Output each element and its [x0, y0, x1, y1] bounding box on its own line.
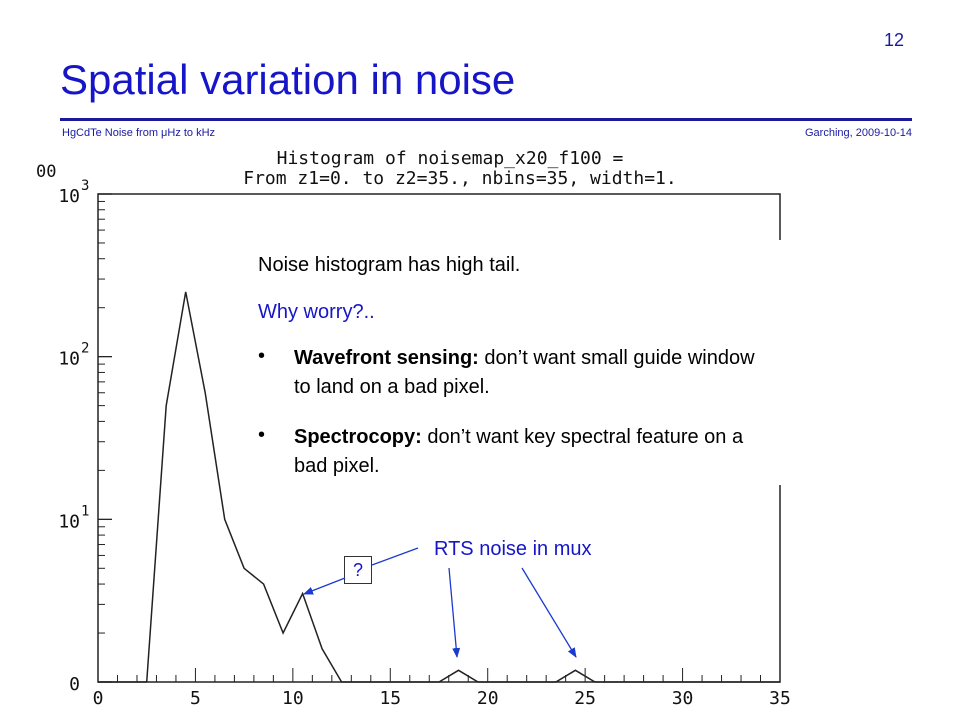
bullet-1-bold: Wavefront sensing: — [294, 347, 479, 369]
y-tick-label: 10 — [58, 511, 80, 532]
x-tick-label: 35 — [769, 688, 791, 709]
x-tick-label: 10 — [282, 688, 304, 709]
rts-annotation: RTS noise in mux — [434, 538, 592, 560]
y-tick-label: 10 — [58, 349, 80, 370]
bullet-1-text: don’t want small guide window — [478, 347, 755, 369]
bullet-2-text: don’t want key spectral feature on a — [421, 426, 744, 448]
bullet-1: Wavefront sensing: don’t want small guid… — [294, 347, 755, 370]
title-rule — [60, 118, 912, 121]
bullet-2: Spectrocopy: don’t want key spectral fea… — [294, 426, 743, 449]
bullet-2-bold: Spectrocopy: — [294, 426, 422, 448]
note-line-2: Why worry?.. — [258, 301, 375, 323]
y-tick-exponent: 2 — [81, 341, 89, 357]
y-tick-label: 10 — [58, 186, 80, 207]
x-tick-label: 30 — [672, 688, 694, 709]
chart-title-line2: From z1=0. to z2=35., nbins=35, width=1. — [243, 168, 676, 189]
footer-left: HgCdTe Noise from μHz to kHz — [62, 127, 216, 139]
x-tick-label: 0 — [93, 688, 104, 709]
y-axis: 10 310 210 10 — [58, 178, 112, 695]
histogram-line — [145, 291, 780, 683]
question-annotation: ? — [344, 556, 372, 584]
bullet-marker-2: • — [258, 424, 266, 446]
page-number: 12 — [884, 30, 905, 50]
y-tick-exponent: 1 — [81, 503, 89, 519]
footer-right: Garching, 2009-10-14 — [804, 127, 912, 139]
y-top-clipped-label: 00 — [36, 162, 56, 182]
note-line-1: Noise histogram has high tail. — [258, 254, 521, 276]
notes-textbox: Noise histogram has high tail. Why worry… — [240, 240, 920, 485]
chart-title-line1: Histogram of noisemap_x20_f100 = — [277, 148, 624, 169]
histogram-svg: Histogram of noisemap_x20_f100 = From z1… — [36, 148, 791, 709]
x-tick-label: 25 — [574, 688, 596, 709]
slide-title: Spatial variation in noise — [60, 56, 516, 103]
x-axis: 0 5 10 15 20 25 30 35 — [93, 668, 791, 709]
histogram-chart: Histogram of noisemap_x20_f100 = From z1… — [0, 140, 960, 720]
bullet-1-continued: to land on a bad pixel. — [294, 376, 490, 398]
y-tick-exponent: 3 — [81, 178, 89, 194]
x-tick-label: 5 — [190, 688, 201, 709]
x-tick-label: 20 — [477, 688, 499, 709]
x-tick-label: 15 — [379, 688, 401, 709]
y-tick-label: 0 — [69, 674, 80, 695]
bullet-2-continued: bad pixel. — [294, 455, 380, 477]
bullet-marker-1: • — [258, 345, 266, 367]
